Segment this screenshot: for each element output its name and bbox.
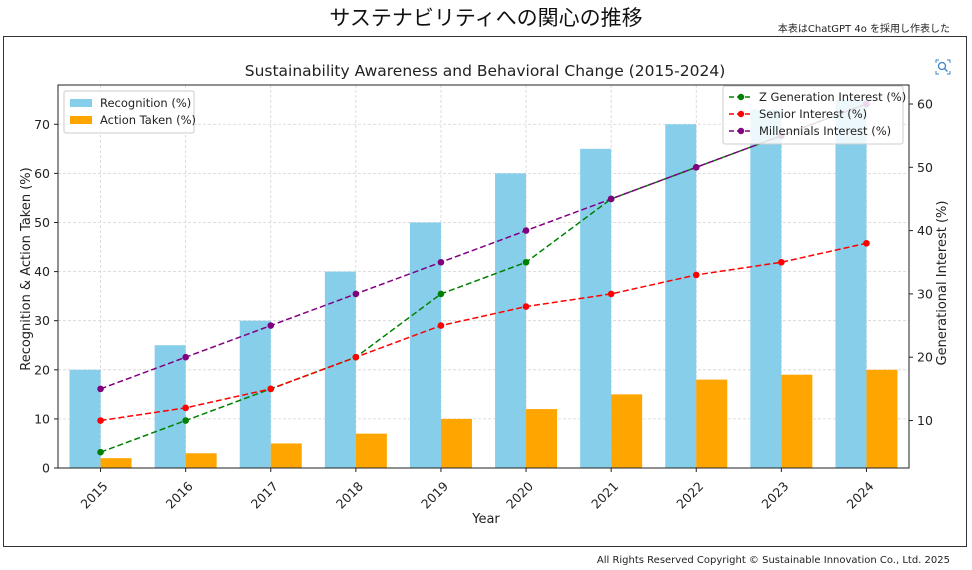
point-senior (863, 239, 870, 247)
bar-recognition (835, 99, 867, 468)
point-z-generation (182, 417, 189, 424)
legend-marker (737, 93, 745, 101)
legend-marker (737, 110, 745, 118)
bar-action-taken (100, 458, 132, 468)
page-title: サステナビリティへの関心の推移 (329, 6, 643, 30)
legend-label: Action Taken (%) (100, 113, 196, 127)
bar-action-taken (270, 443, 302, 468)
y2-tick-label: 10 (917, 413, 933, 428)
legend-swatch (70, 99, 92, 107)
y-tick-label: 30 (34, 313, 50, 328)
legend-label: Z Generation Interest (%) (759, 90, 906, 104)
legend-box (63, 90, 195, 134)
point-z-generation (97, 448, 104, 456)
point-millennials (437, 258, 445, 266)
point-senior (352, 353, 360, 361)
legend-box (722, 85, 904, 145)
bar-recognition (580, 148, 612, 468)
legend-swatch (70, 116, 92, 124)
x-tick-label: 2016 (163, 478, 196, 511)
y-axis-label: Recognition & Action Taken (%) (19, 167, 34, 371)
chart-title: Sustainability Awareness and Behavioral … (245, 62, 726, 80)
x-tick-label: 2022 (673, 479, 706, 512)
y2-tick-label: 40 (917, 223, 933, 238)
zoom-icon[interactable] (935, 59, 951, 75)
y-tick-label: 40 (34, 264, 50, 279)
point-senior (437, 322, 445, 329)
point-senior (607, 290, 615, 298)
x-tick-label: 2015 (78, 479, 111, 512)
y-tick-label: 20 (34, 362, 50, 377)
point-senior (522, 303, 530, 310)
bar-recognition (495, 173, 527, 468)
point-z-generation (522, 258, 530, 266)
y2-tick-label: 60 (917, 96, 933, 111)
y-tick-label: 70 (34, 117, 50, 132)
plot-border (57, 84, 910, 469)
y-tick-label: 60 (34, 166, 50, 181)
chart-svg: Sustainability Awareness and Behavioral … (19, 59, 951, 527)
chart-frame: Sustainability Awareness and Behavioral … (3, 36, 967, 547)
bar-action-taken (185, 453, 217, 468)
bar-recognition (69, 369, 101, 468)
copyright: All Rights Reserved Copyright © Sustaina… (596, 555, 950, 566)
legend-lines: Z Generation Interest (%) Senior Interest… (722, 85, 906, 145)
y-tick-label: 0 (42, 461, 50, 476)
point-senior (182, 404, 189, 412)
x-tick-label: 2023 (758, 479, 791, 512)
x-tick-label: 2017 (248, 479, 281, 512)
legend-marker (737, 127, 745, 135)
legend-label: Recognition (%) (100, 96, 191, 110)
bar-action-taken (696, 379, 728, 468)
line-senior (100, 242, 867, 422)
bar-recognition (750, 109, 782, 469)
point-millennials (182, 353, 189, 361)
point-senior (692, 271, 700, 279)
point-senior (97, 417, 104, 424)
legend-label: Millennials Interest (%) (759, 124, 891, 138)
x-tick-label: 2020 (503, 478, 536, 511)
point-senior (267, 385, 275, 393)
x-tick-label: 2024 (843, 478, 876, 511)
y-tick-label: 10 (34, 411, 50, 426)
point-millennials (352, 290, 360, 298)
bars-group (69, 99, 898, 469)
line-millennials (100, 103, 867, 390)
bar-recognition (665, 124, 697, 469)
bar-recognition (154, 345, 186, 468)
bar-action-taken (611, 394, 643, 468)
x-tick-label: 2018 (333, 478, 366, 511)
point-senior (778, 258, 785, 266)
bar-action-taken (355, 433, 387, 468)
x-axis-label: Year (471, 512, 500, 527)
x-tick-label: 2019 (418, 478, 451, 511)
y2-tick-label: 20 (917, 350, 933, 365)
point-z-generation (437, 290, 445, 298)
y2-tick-label: 50 (917, 160, 933, 175)
point-millennials (97, 385, 104, 393)
bar-action-taken (781, 374, 813, 468)
x-tick-label: 2021 (588, 479, 621, 512)
author-note: 本表はChatGPT 4o を採用し作表した (777, 24, 950, 35)
bar-action-taken (866, 369, 898, 468)
y2-tick-label: 30 (917, 286, 933, 301)
y-tick-label: 50 (34, 215, 50, 230)
point-millennials (692, 163, 700, 171)
legend-label: Senior Interest (%) (759, 107, 867, 121)
y2-axis-label: Generational Interest (%) (935, 201, 950, 366)
point-millennials (607, 195, 615, 203)
point-millennials (522, 227, 530, 234)
point-millennials (267, 322, 275, 329)
bar-action-taken (440, 418, 472, 468)
bar-recognition (409, 222, 441, 468)
lines-group (97, 100, 870, 456)
bar-recognition (324, 271, 356, 468)
bar-action-taken (526, 409, 558, 468)
legend-bars: Recognition (%) Action Taken (%) (63, 90, 196, 134)
